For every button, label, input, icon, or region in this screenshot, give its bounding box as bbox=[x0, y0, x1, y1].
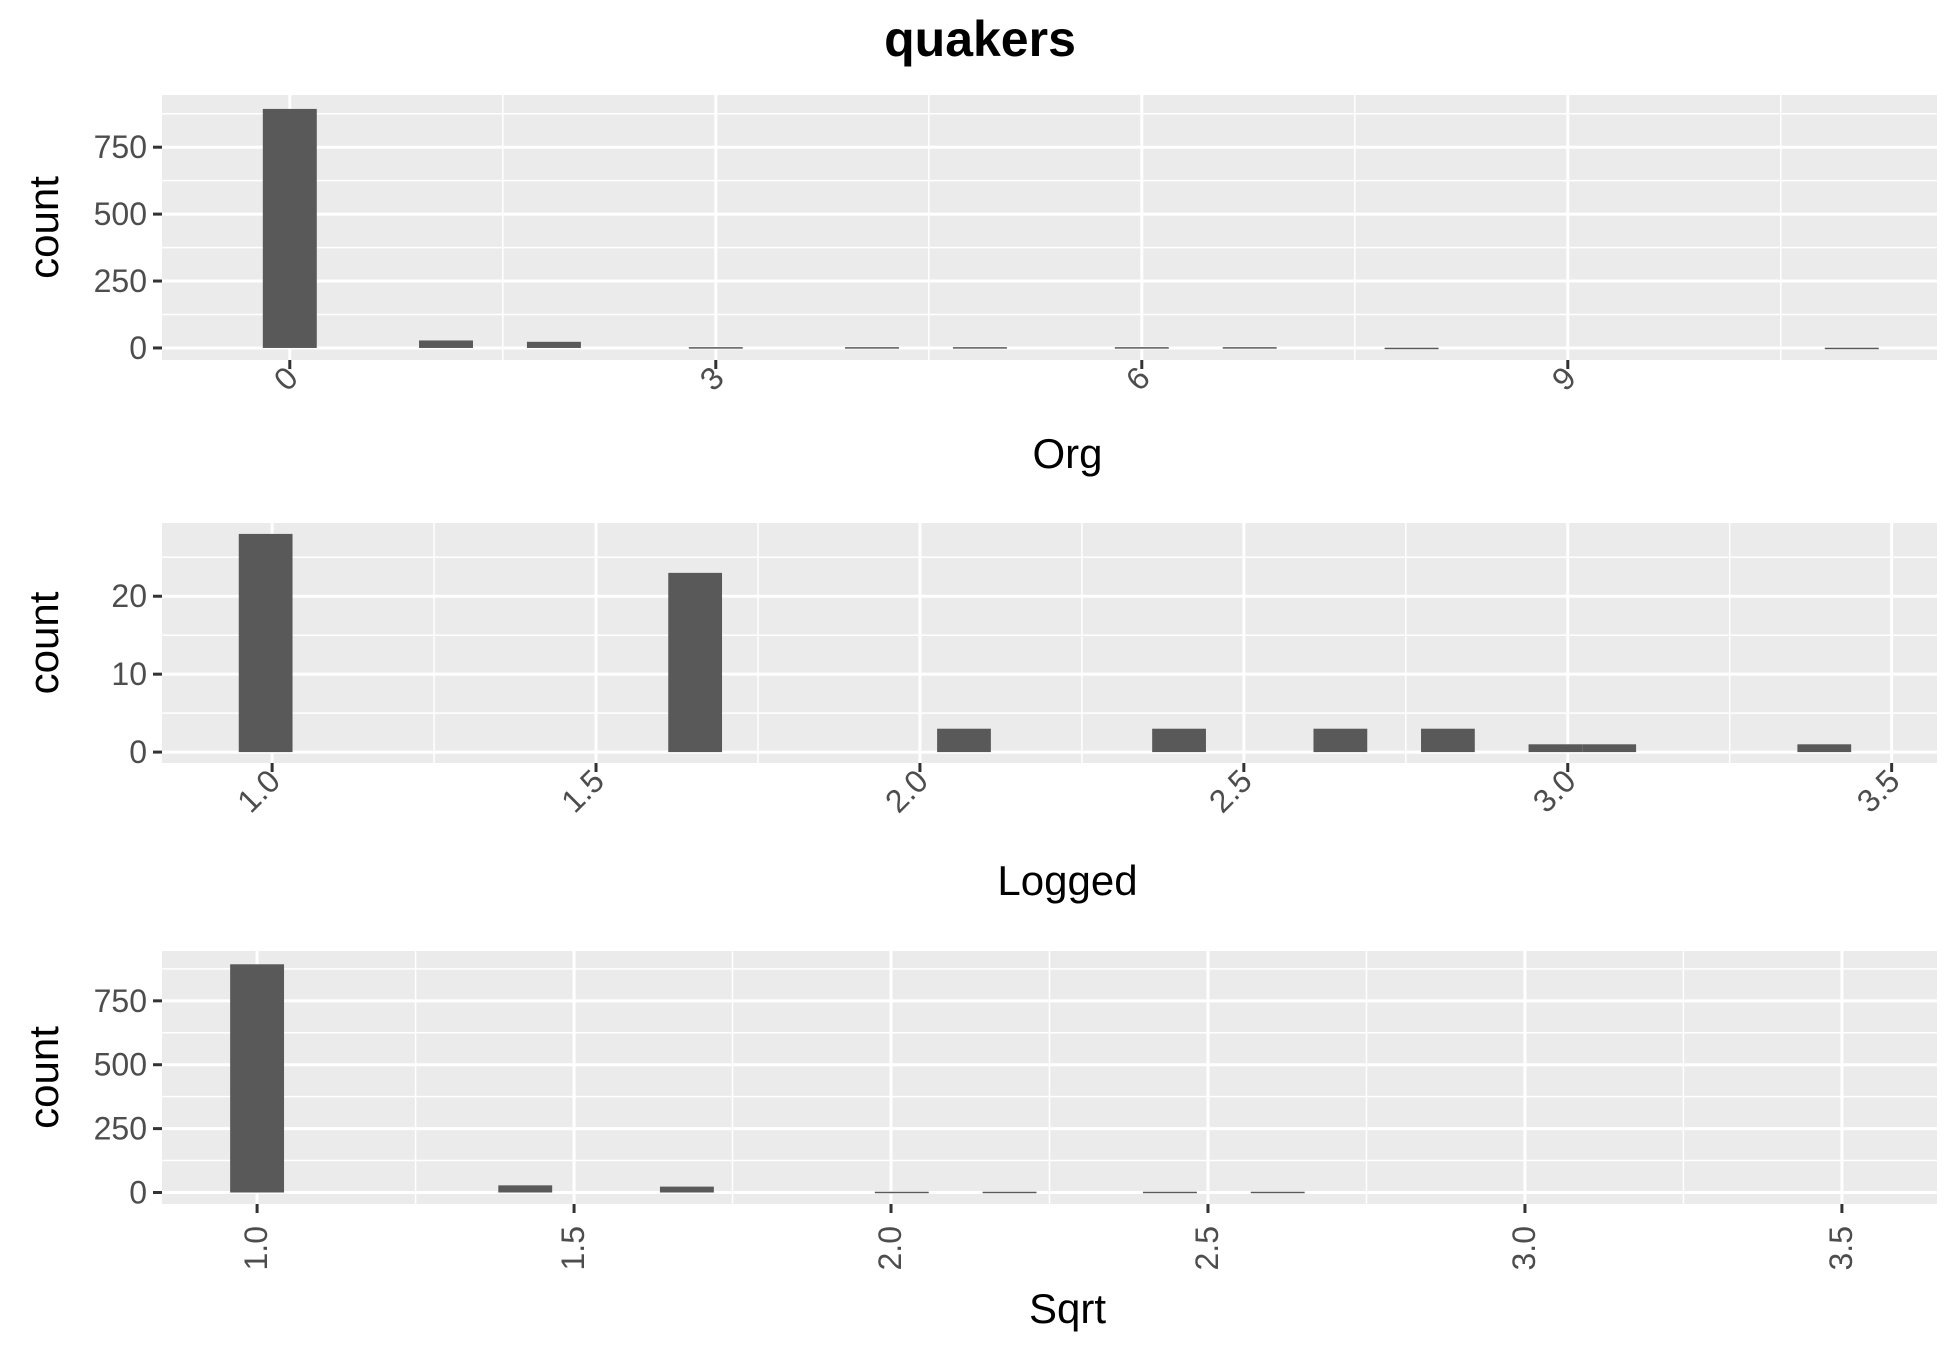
histogram-bar bbox=[1250, 1191, 1305, 1194]
histogram-bar bbox=[668, 572, 723, 753]
histogram-bar bbox=[688, 347, 743, 349]
y-tick-label: 250 bbox=[94, 1111, 147, 1147]
y-tick-label: 750 bbox=[94, 129, 147, 165]
x-tick-label: 1.0 bbox=[238, 1226, 274, 1270]
histogram-bar bbox=[1421, 728, 1475, 753]
histogram-bar bbox=[952, 347, 1007, 349]
histogram-bar bbox=[262, 108, 317, 348]
x-tick-label: 0 bbox=[267, 359, 305, 397]
x-axis-title: Org bbox=[1032, 430, 1102, 477]
y-tick-label: 500 bbox=[94, 1047, 147, 1083]
histogram-bar bbox=[1114, 347, 1169, 349]
histogram-bar bbox=[845, 347, 899, 349]
panel-3: 0 250 500 750 1.0 1.5 2.0 2.5 3.0 3.5 Sqrt count bbox=[20, 951, 1937, 1332]
histogram-bar bbox=[1143, 1191, 1197, 1194]
histogram-bar bbox=[419, 340, 473, 348]
y-tick-label: 20 bbox=[111, 578, 147, 614]
y-tick-label: 0 bbox=[129, 1175, 147, 1211]
histogram-bar bbox=[1797, 744, 1852, 753]
x-tick-label: 3.0 bbox=[1526, 762, 1583, 819]
x-tick-label: 9 bbox=[1545, 359, 1583, 397]
histogram-bar bbox=[874, 1191, 929, 1194]
y-axis-title: count bbox=[20, 1026, 67, 1129]
y-tick-label: 10 bbox=[111, 656, 147, 692]
panel-background bbox=[162, 95, 1937, 360]
histogram-bar bbox=[1313, 728, 1368, 753]
x-tick-label: 3 bbox=[693, 359, 731, 397]
y-tick-label: 0 bbox=[129, 734, 147, 770]
panel-background bbox=[162, 523, 1937, 763]
x-axis-title: Sqrt bbox=[1029, 1285, 1106, 1332]
histogram-bar bbox=[659, 1186, 714, 1193]
histogram-bar bbox=[937, 728, 991, 753]
y-tick-label: 750 bbox=[94, 983, 147, 1019]
histogram-bar bbox=[526, 341, 581, 348]
x-axis-title: Logged bbox=[997, 857, 1137, 904]
panel-1: 0 250 500 750 0 3 6 9 Org count bbox=[20, 95, 1937, 477]
x-tick-label: 3.5 bbox=[1850, 762, 1907, 819]
x-tick-label: 2.0 bbox=[878, 762, 935, 819]
x-tick-label: 3.5 bbox=[1823, 1226, 1859, 1270]
histogram-bar bbox=[1222, 347, 1277, 349]
histogram-bar bbox=[1528, 744, 1583, 753]
figure-title: quakers bbox=[884, 11, 1076, 67]
y-axis-title: count bbox=[20, 176, 67, 279]
histogram-bar bbox=[982, 1191, 1037, 1194]
x-tick-label: 1.0 bbox=[230, 762, 287, 819]
histogram-bar bbox=[1384, 347, 1439, 350]
y-tick-label: 500 bbox=[94, 196, 147, 232]
x-tick-label: 1.5 bbox=[554, 762, 611, 819]
x-tick-label: 1.5 bbox=[555, 1226, 591, 1270]
histogram-bar bbox=[238, 533, 293, 753]
histogram-bar bbox=[1824, 347, 1879, 350]
histogram-bar bbox=[230, 964, 285, 1193]
y-tick-label: 250 bbox=[94, 263, 147, 299]
panel-2: 0 10 20 1.0 1.5 2.0 2.5 3.0 3.5 Logged count bbox=[20, 523, 1937, 904]
histogram-bar bbox=[1582, 744, 1637, 753]
x-tick-label: 3.0 bbox=[1506, 1226, 1542, 1270]
histogram-bar bbox=[498, 1185, 553, 1193]
x-tick-label: 2.5 bbox=[1189, 1226, 1225, 1270]
histogram-bar bbox=[1152, 728, 1206, 753]
y-axis-title: count bbox=[20, 591, 67, 694]
y-tick-label: 0 bbox=[129, 330, 147, 366]
x-tick-label: 2.5 bbox=[1202, 762, 1259, 819]
x-tick-label: 6 bbox=[1119, 359, 1157, 397]
x-tick-label: 2.0 bbox=[872, 1226, 908, 1270]
